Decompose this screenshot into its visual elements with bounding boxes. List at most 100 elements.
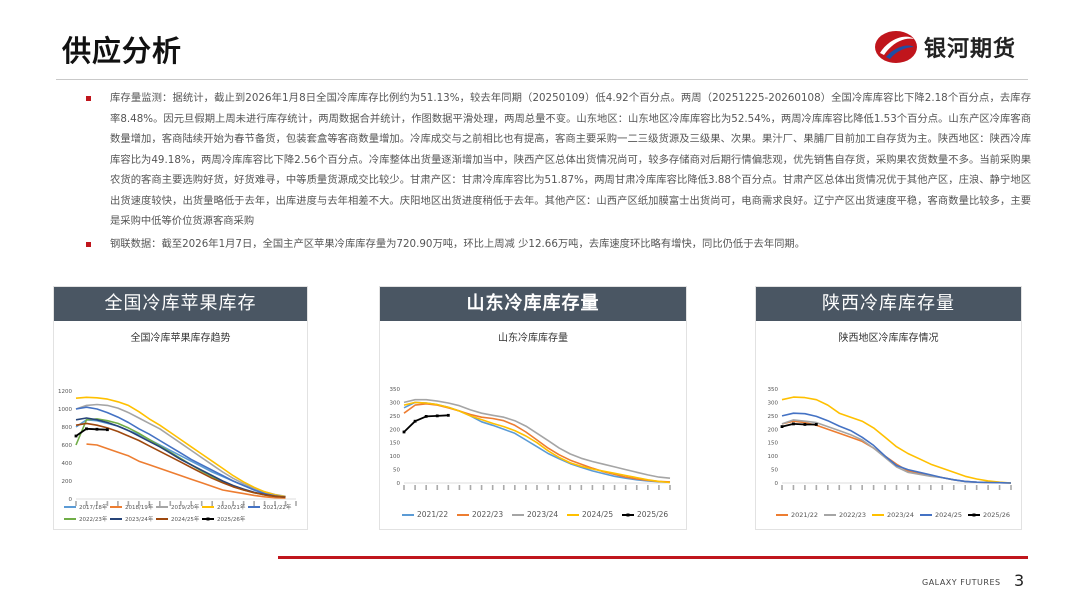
x-tick-mark <box>580 485 583 490</box>
x-tick-mark <box>491 485 494 490</box>
series-line <box>75 403 286 498</box>
x-tick-mark <box>987 485 989 490</box>
series-point <box>435 414 439 418</box>
panel-header: 山东冷库库存量 <box>380 287 686 321</box>
x-tick-mark <box>96 501 98 506</box>
page-number: 3 <box>1014 571 1025 590</box>
bullet-inventory-monitoring: 库存量监测：据统计，截止到2026年1月8日全国冷库库存比例约为51.13%，较… <box>86 88 1031 232</box>
y-tick-label: 50 <box>393 468 400 474</box>
y-tick-label: 800 <box>62 425 73 431</box>
series-line <box>75 396 286 498</box>
x-tick-mark <box>1010 485 1012 490</box>
x-tick-mark <box>274 501 276 506</box>
x-tick-mark <box>872 485 875 490</box>
x-tick-mark <box>221 501 224 506</box>
series-point <box>95 427 99 431</box>
legend-label: 2018/19年 <box>125 503 154 511</box>
x-tick-mark <box>148 501 151 506</box>
x-tick-mark <box>106 501 109 506</box>
series-point <box>792 422 795 426</box>
x-tick-mark <box>75 501 77 506</box>
series-point <box>814 423 818 426</box>
legend-label: 2023/24 <box>527 510 558 519</box>
legend-label: 2025/26 <box>637 510 668 519</box>
legend-label: 2021/22年 <box>263 503 292 511</box>
y-tick-label: 300 <box>768 400 779 406</box>
series-point <box>106 428 109 432</box>
legend-label: 2021/22 <box>791 511 818 519</box>
panel-header: 陕西冷库库存量 <box>756 287 1021 321</box>
x-tick-mark <box>635 485 638 490</box>
x-tick-mark <box>138 501 140 506</box>
x-tick-mark <box>647 485 649 490</box>
bullet-list: 库存量监测：据统计，截止到2026年1月8日全国冷库库存比例约为51.13%，较… <box>86 88 1031 254</box>
x-tick-mark <box>624 485 627 490</box>
series-point <box>424 414 428 418</box>
bullet-text: 库存量监测：据统计，截止到2026年1月8日全国冷库库存比例约为51.13%，较… <box>110 92 1031 227</box>
x-tick-mark <box>781 485 783 490</box>
x-tick-mark <box>514 485 516 490</box>
x-tick-mark <box>169 501 172 506</box>
x-tick-mark <box>804 485 806 490</box>
y-tick-label: 250 <box>390 414 401 420</box>
y-tick-label: 0 <box>397 481 401 487</box>
x-tick-mark <box>907 485 909 490</box>
x-tick-mark <box>425 485 427 490</box>
y-tick-label: 400 <box>62 461 73 467</box>
chart-title: 全国冷库苹果库存趋势 <box>131 331 231 344</box>
x-tick-mark <box>127 501 130 506</box>
chart-title: 山东冷库库存量 <box>498 331 568 344</box>
x-tick-mark <box>658 485 660 490</box>
x-tick-mark <box>436 485 439 490</box>
x-tick-mark <box>827 485 829 490</box>
x-tick-mark <box>952 485 955 490</box>
x-tick-mark <box>895 485 898 490</box>
x-tick-mark <box>502 485 505 490</box>
series-line <box>781 419 1012 484</box>
x-tick-mark <box>547 485 549 490</box>
chart-shaanxi-inventory: 陕西地区冷库库存情况 0 50 100 150 200 250 300 350 2021/22 20… <box>768 331 1012 519</box>
x-tick-mark <box>849 485 852 490</box>
legend-marker <box>206 517 210 521</box>
x-tick-mark <box>975 485 978 490</box>
bullet-mysteel-data: 钢联数据：截至2026年1月7日，全国主产区苹果冷库库存量为720.90万吨，环… <box>86 234 1031 255</box>
legend-label: 2022/23 <box>472 510 503 519</box>
legend-label: 2023/24 <box>887 511 914 519</box>
y-tick-label: 1200 <box>58 389 72 395</box>
series-line <box>86 443 286 499</box>
series-point <box>413 419 417 423</box>
galaxy-logo-icon <box>875 31 917 63</box>
y-tick-label: 350 <box>390 387 401 393</box>
series-line <box>75 406 286 498</box>
y-tick-label: 600 <box>62 443 73 449</box>
x-tick-mark <box>295 501 297 506</box>
y-tick-label: 300 <box>390 400 401 406</box>
y-tick-label: 50 <box>771 468 778 474</box>
legend-label: 2022/23 <box>839 511 866 519</box>
company-logo: 银河期货 <box>874 27 1034 67</box>
page-title: 供应分析 <box>62 34 183 68</box>
series-line <box>403 401 671 484</box>
series-point <box>402 430 406 434</box>
y-tick-label: 250 <box>768 414 779 420</box>
bullet-marker-icon <box>86 241 91 247</box>
x-tick-mark <box>536 485 538 490</box>
x-tick-mark <box>85 501 88 506</box>
panel-shaanxi: 陕西冷库库存量 陕西地区冷库库存情况 0 50 100 150 200 250 300 350 2… <box>755 286 1022 530</box>
series-point <box>780 425 784 428</box>
legend-marker <box>972 513 976 517</box>
legend-label: 2022/23年 <box>79 515 108 523</box>
x-tick-mark <box>591 485 594 490</box>
x-tick-mark <box>569 485 572 490</box>
bullet-text: 钢联数据：截至2026年1月7日，全国主产区苹果冷库库存量为720.90万吨，环… <box>110 237 806 250</box>
x-tick-mark <box>964 485 966 490</box>
series-line <box>75 422 286 498</box>
x-tick-mark <box>792 485 795 490</box>
y-tick-label: 200 <box>62 479 73 485</box>
legend-marker <box>626 513 630 517</box>
x-tick-mark <box>263 501 266 506</box>
series-line <box>403 414 449 433</box>
y-tick-label: 200 <box>390 427 401 433</box>
series-line <box>781 396 1012 484</box>
logo-text: 银河期货 <box>924 37 1017 62</box>
